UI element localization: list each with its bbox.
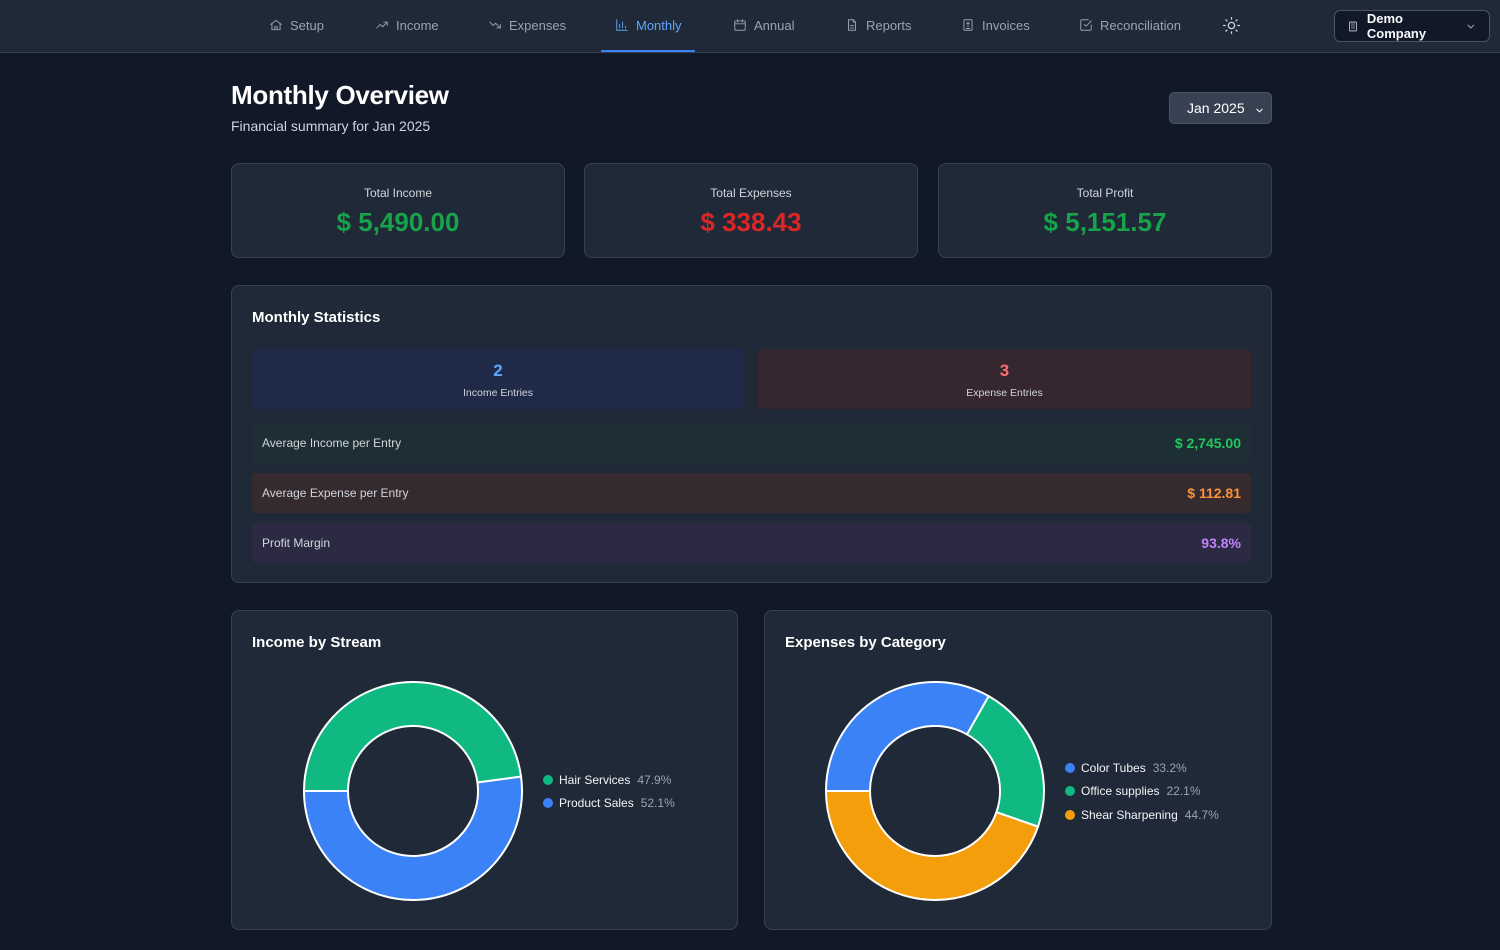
- total-expenses-card: Total Expenses $ 338.43: [584, 163, 918, 258]
- page-title: Monthly Overview: [231, 80, 449, 110]
- profit-margin-row: Profit Margin 93.8%: [252, 523, 1251, 563]
- total-profit-value: $ 5,151.57: [1043, 207, 1167, 237]
- monthly-statistics-panel: Monthly Statistics 2 Income Entries 3 Ex…: [231, 285, 1272, 583]
- legend-item: Color Tubes 33.2%: [1065, 756, 1219, 780]
- home-icon: [270, 19, 282, 31]
- expense-donut-chart: [825, 681, 1045, 901]
- legend-dot: [1065, 786, 1075, 797]
- legend-dot: [543, 798, 553, 809]
- income-entries-box: 2 Income Entries: [252, 349, 744, 409]
- legend-name: Product Sales: [559, 796, 634, 811]
- total-expenses-label: Total Expenses: [710, 186, 792, 200]
- expense-entries-label: Expense Entries: [966, 387, 1043, 399]
- nav-income[interactable]: Income: [375, 0, 439, 50]
- nav-reconciliation-label: Reconciliation: [1100, 17, 1181, 33]
- month-select[interactable]: Jan 2025: [1169, 92, 1272, 124]
- theme-toggle-button[interactable]: [1222, 16, 1241, 35]
- nav-annual[interactable]: Annual: [733, 0, 794, 50]
- legend-pct: 33.2%: [1152, 760, 1187, 775]
- calendar-icon: [734, 19, 746, 31]
- expense-entries-box: 3 Expense Entries: [758, 349, 1251, 409]
- legend-dot: [543, 774, 553, 785]
- income-entries-label: Income Entries: [462, 387, 534, 399]
- total-profit-label: Total Profit: [1076, 186, 1134, 200]
- income-legend: Hair Services 47.9% Product Sales 52.1%: [543, 768, 675, 815]
- nav-expenses[interactable]: Expenses: [488, 0, 566, 50]
- nav-annual-label: Annual: [754, 17, 795, 33]
- legend-item: Office supplies 22.1%: [1065, 780, 1219, 804]
- nav-expenses-label: Expenses: [509, 17, 567, 33]
- trending-up-icon: [376, 21, 388, 29]
- income-by-stream-panel: Income by Stream Hair Services 47.9% Pro…: [231, 610, 738, 930]
- nav-reports[interactable]: Reports: [845, 0, 912, 50]
- profit-margin-label: Profit Margin: [262, 536, 331, 550]
- donut-slice-office-supplies[interactable]: [965, 694, 1045, 828]
- avg-income-label: Average Income per Entry: [262, 436, 402, 450]
- legend-item: Shear Sharpening 44.7%: [1065, 803, 1219, 827]
- total-profit-card: Total Profit $ 5,151.57: [938, 163, 1272, 258]
- trending-down-icon: [489, 21, 501, 29]
- invoice-icon: [963, 19, 973, 31]
- nav-monthly-label: Monthly: [636, 17, 682, 33]
- month-select-value: Jan 2025: [1187, 100, 1245, 116]
- legend-dot: [1065, 809, 1075, 820]
- legend-item: Product Sales 52.1%: [543, 792, 675, 816]
- total-income-value: $ 5,490.00: [336, 207, 460, 237]
- expense-entries-count: 3: [999, 361, 1010, 380]
- top-nav: Setup Income Expenses Monthly Annual Rep…: [0, 0, 1500, 53]
- nav-invoices-label: Invoices: [982, 17, 1030, 33]
- legend-name: Hair Services: [559, 772, 631, 787]
- total-income-card: Total Income $ 5,490.00: [231, 163, 565, 258]
- nav-reports-label: Reports: [866, 17, 912, 33]
- profit-margin-value: 93.8%: [1201, 535, 1241, 551]
- legend-pct: 44.7%: [1184, 807, 1219, 822]
- expenses-by-category-panel: Expenses by Category Color Tubes 33.2% O…: [764, 610, 1272, 930]
- avg-expense-value: $ 112.81: [1187, 485, 1241, 501]
- donut-slice-product-sales[interactable]: [303, 775, 523, 901]
- donut-slice-shear-sharpening[interactable]: [825, 790, 1040, 901]
- building-icon: [1349, 21, 1357, 31]
- legend-dot: [1065, 762, 1075, 773]
- nav-income-label: Income: [396, 17, 439, 33]
- avg-income-value: $ 2,745.00: [1174, 435, 1241, 451]
- bar-chart-icon: [616, 19, 628, 31]
- company-selector[interactable]: Demo Company: [1334, 10, 1490, 42]
- chevron-down-icon: [1254, 103, 1265, 114]
- income-chart-title: Income by Stream: [252, 634, 382, 651]
- check-square-icon: [1080, 19, 1092, 31]
- nav-setup[interactable]: Setup: [269, 0, 324, 50]
- legend-item: Hair Services 47.9%: [543, 768, 675, 792]
- avg-income-row: Average Income per Entry $ 2,745.00: [252, 423, 1251, 463]
- nav-monthly[interactable]: Monthly: [601, 0, 694, 52]
- monthly-statistics-title: Monthly Statistics: [252, 309, 381, 326]
- sun-icon: [1222, 16, 1241, 35]
- income-donut-chart: [303, 681, 523, 901]
- total-expenses-value: $ 338.43: [700, 207, 802, 237]
- nav-reconciliation[interactable]: Reconciliation: [1079, 0, 1181, 50]
- legend-pct: 52.1%: [640, 796, 675, 811]
- file-text-icon: [848, 19, 856, 31]
- total-income-label: Total Income: [363, 186, 433, 200]
- avg-expense-row: Average Expense per Entry $ 112.81: [252, 473, 1251, 513]
- legend-name: Office supplies: [1081, 784, 1160, 799]
- legend-name: Shear Sharpening: [1081, 807, 1178, 822]
- legend-pct: 47.9%: [637, 772, 672, 787]
- company-name: Demo Company: [1366, 11, 1427, 41]
- legend-name: Color Tubes: [1081, 760, 1146, 775]
- donut-slice-color-tubes[interactable]: [825, 681, 991, 792]
- expense-legend: Color Tubes 33.2% Office supplies 22.1% …: [1065, 756, 1219, 827]
- legend-pct: 22.1%: [1166, 784, 1201, 799]
- nav-setup-label: Setup: [290, 17, 324, 33]
- donut-slice-hair-services[interactable]: [303, 681, 523, 792]
- avg-expense-label: Average Expense per Entry: [262, 486, 409, 500]
- expense-chart-title: Expenses by Category: [785, 634, 946, 651]
- page-subtitle: Financial summary for Jan 2025: [231, 118, 431, 134]
- chevron-down-icon: [1467, 24, 1475, 28]
- income-entries-count: 2: [493, 361, 503, 380]
- nav-invoices[interactable]: Invoices: [961, 0, 1030, 50]
